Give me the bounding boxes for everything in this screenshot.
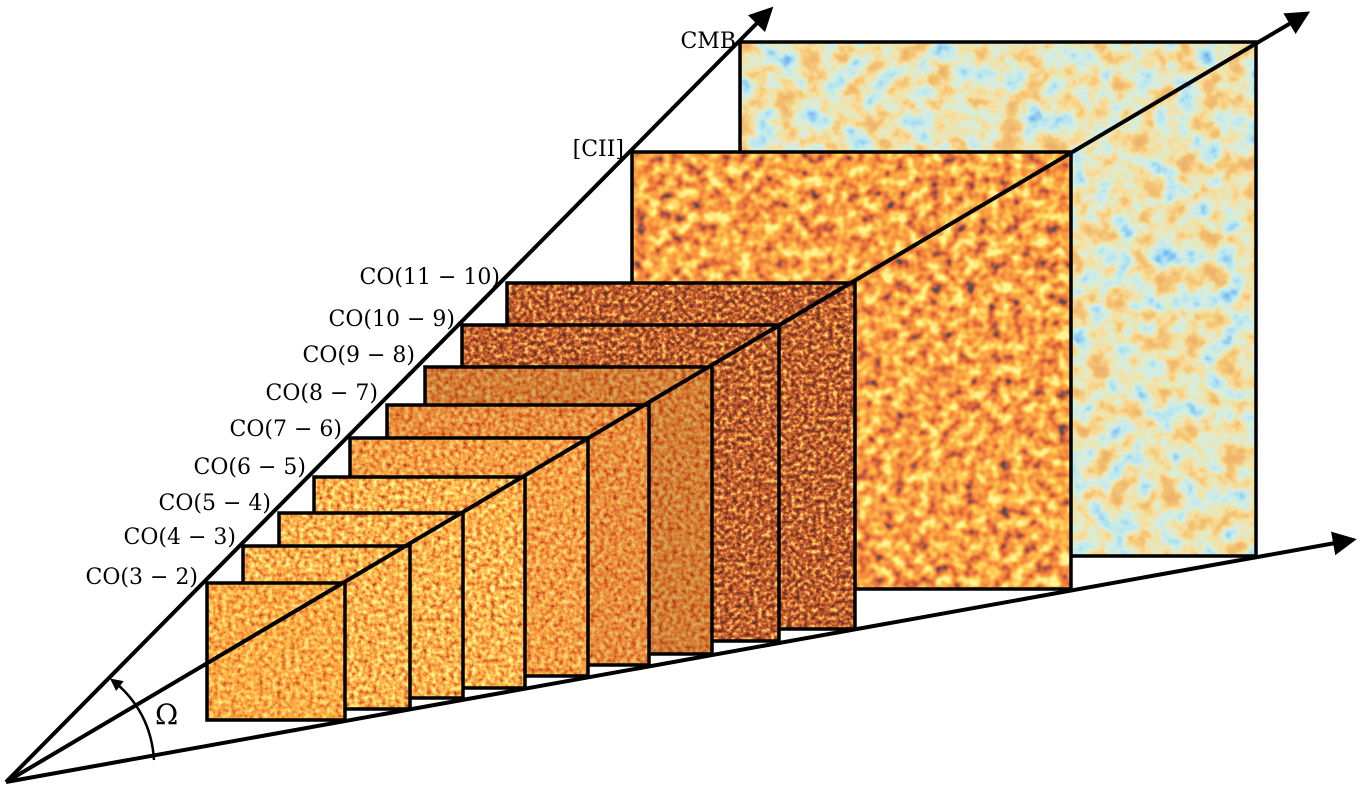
label-co-11-10: CO(11 − 10) bbox=[360, 265, 500, 290]
label-co-4-3: CO(4 − 3) bbox=[124, 525, 236, 550]
label-co-8-7: CO(8 − 7) bbox=[266, 381, 378, 406]
label-cii: [CII] bbox=[573, 137, 624, 162]
diagonal-axis-arrow bbox=[4, 11, 1311, 784]
label-co-10-9: CO(10 − 9) bbox=[329, 307, 455, 332]
upper-axis-arrow bbox=[4, 6, 774, 784]
omega-angle-arc bbox=[110, 678, 156, 761]
label-co-5-4: CO(5 − 4) bbox=[159, 491, 271, 516]
label-co-7-6: CO(7 − 6) bbox=[230, 417, 342, 442]
label-co-3-2: CO(3 − 2) bbox=[86, 565, 198, 590]
labels: CMB [CII] CO(11 − 10) CO(10 − 9) CO(9 − … bbox=[86, 29, 736, 731]
axis-lines bbox=[4, 6, 1357, 784]
lower-axis-arrow bbox=[5, 531, 1357, 784]
label-omega: Ω bbox=[155, 698, 178, 731]
label-cmb: CMB bbox=[680, 29, 736, 54]
label-co-9-8: CO(9 − 8) bbox=[303, 343, 415, 368]
label-co-6-5: CO(6 − 5) bbox=[194, 455, 306, 480]
